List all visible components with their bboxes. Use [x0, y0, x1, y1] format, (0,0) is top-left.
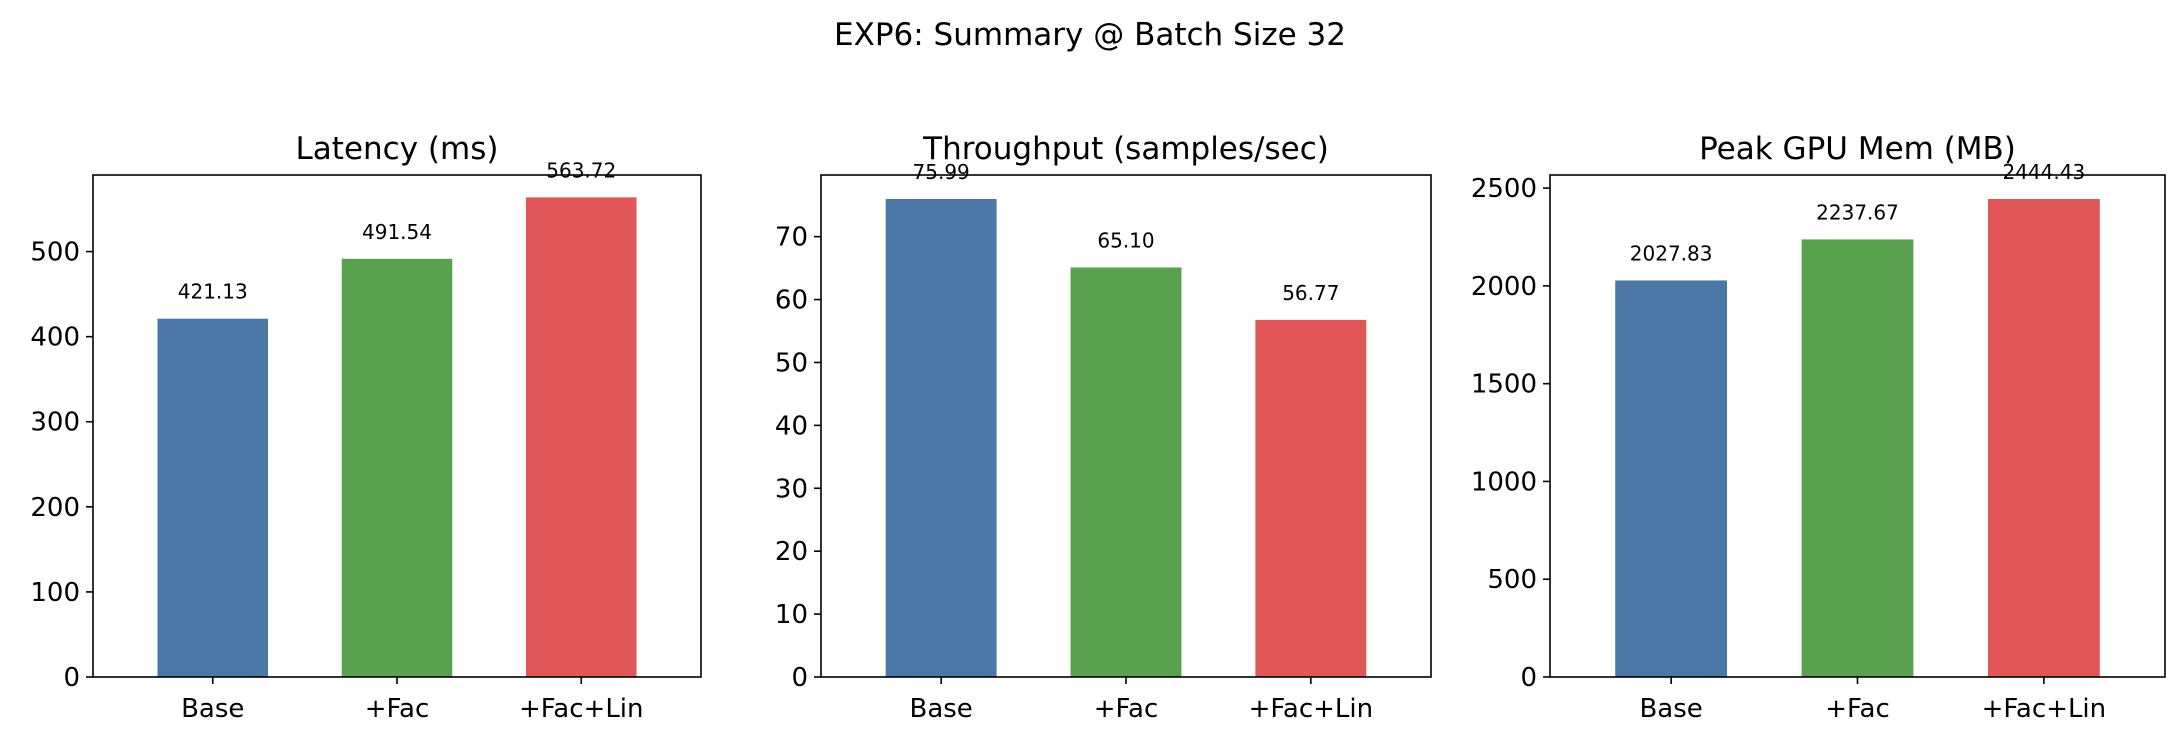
bar-1 [885, 198, 997, 678]
y-tick-label: 2000 [1471, 272, 1537, 302]
chart-panel-2: Throughput (samples/sec)75.99 65.10 56.77 0… [775, 131, 1432, 724]
x-tick-label: +Fac [1094, 694, 1159, 724]
y-tick-label: 2500 [1471, 174, 1537, 204]
x-tick-label: Base [181, 694, 244, 724]
x-tick-label: +Fac+Lin [1982, 694, 2107, 724]
y-tick-label: 70 [775, 223, 808, 253]
panel-title: Latency (ms) [296, 131, 499, 167]
y-tick-label: 1500 [1471, 370, 1537, 400]
y-tick-label: 50 [775, 348, 808, 378]
bar-3 [1987, 198, 2100, 677]
bar-2 [341, 258, 453, 677]
bar-value-label: 75.99 [913, 160, 970, 184]
bar-3 [525, 197, 637, 677]
y-tick-label: 0 [791, 663, 808, 693]
y-tick-label: 300 [30, 408, 80, 438]
x-tick-label: +Fac [365, 694, 430, 724]
figure-title: EXP6: Summary @ Batch Size 32 [834, 17, 1346, 53]
panel-title: Peak GPU Mem (MB) [1699, 131, 2016, 167]
bar-value-label: 2027.83 [1630, 241, 1713, 265]
y-tick-label: 400 [30, 323, 80, 353]
y-tick-label: 60 [775, 286, 808, 316]
bar-2 [1801, 239, 1914, 678]
y-tick-label: 500 [30, 238, 80, 268]
chart-panel-1: Latency (ms) 421.13 491.54 563.72 0 100 200 300… [30, 131, 702, 724]
y-tick-label: 0 [1520, 663, 1537, 693]
bar-3 [1255, 319, 1367, 677]
bar-value-label: 491.54 [362, 220, 432, 244]
x-tick-label: +Fac+Lin [1249, 694, 1374, 724]
bar-value-label: 421.13 [178, 280, 248, 304]
bar-1 [1615, 280, 1728, 677]
x-tick-label: Base [909, 694, 972, 724]
bar-value-label: 2237.67 [1816, 200, 1899, 224]
y-tick-label: 20 [775, 537, 808, 567]
y-tick-label: 500 [1487, 565, 1537, 595]
bar-value-label: 56.77 [1282, 281, 1339, 305]
y-tick-label: 100 [30, 578, 80, 608]
x-tick-label: Base [1639, 694, 1702, 724]
bar-1 [157, 318, 269, 677]
y-tick-label: 0 [63, 663, 80, 693]
y-tick-label: 40 [775, 411, 808, 441]
y-tick-label: 1000 [1471, 467, 1537, 497]
chart-panels: Latency (ms)421.13491.54563.720100200300… [30, 131, 2166, 724]
bar-value-label: 65.10 [1097, 228, 1154, 252]
panel-title: Throughput (samples/sec) [922, 131, 1329, 167]
bar-value-label: 2444.43 [2003, 160, 2086, 184]
chart-panel-3: Peak GPU Mem (MB) 2027.83 2237.67 2444.43 0 5… [1471, 131, 2166, 724]
bar-2 [1070, 267, 1182, 677]
bar-value-label: 563.72 [546, 158, 616, 182]
y-tick-label: 200 [30, 493, 80, 523]
x-tick-label: +Fac+Lin [519, 694, 644, 724]
y-tick-label: 10 [775, 600, 808, 630]
x-tick-label: +Fac [1825, 694, 1890, 724]
y-tick-label: 30 [775, 474, 808, 504]
